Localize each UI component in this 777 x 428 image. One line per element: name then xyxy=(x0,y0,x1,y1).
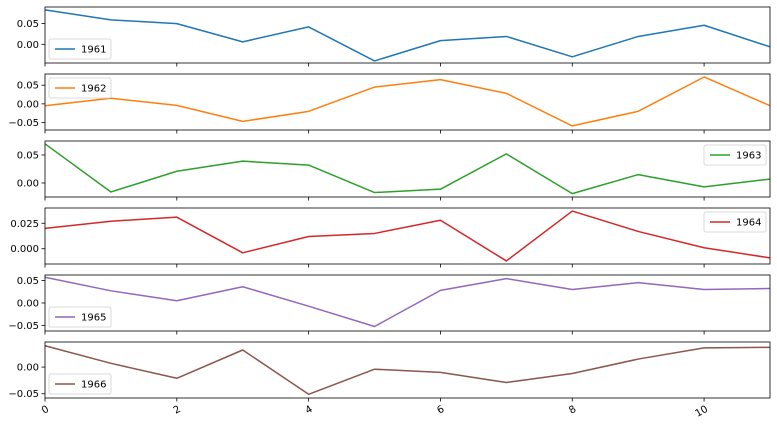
y-tick-label: 0.00 xyxy=(17,299,39,310)
y-tick-label: 0.05 xyxy=(17,81,39,92)
series-line-1961 xyxy=(44,9,771,62)
legend-1963: 1963 xyxy=(703,144,767,166)
y-tick-label: 0.00 xyxy=(17,363,39,374)
y-tick-label: 0.00 xyxy=(17,179,39,190)
y-tick-label: 0.00 xyxy=(17,99,39,110)
x-tick-label: 6 xyxy=(435,404,446,417)
axes-frame xyxy=(44,341,771,399)
y-tick-label: −0.05 xyxy=(8,321,39,332)
subplot-1961: 0.00 0.05 1961 xyxy=(17,6,771,67)
axes-frame xyxy=(44,207,771,265)
axes-frame xyxy=(44,73,771,131)
legend-box xyxy=(703,211,767,233)
legend-1962: 1962 xyxy=(48,77,112,99)
legend-1965: 1965 xyxy=(48,306,112,328)
series-line-1964 xyxy=(44,210,771,262)
subplot-1966: −0.05 0.00 0 2 4 6 8 10 1966 xyxy=(8,341,771,420)
y-tick-label: −0.05 xyxy=(8,118,39,129)
series-line-1966 xyxy=(44,345,771,396)
y-tick-label: 0.05 xyxy=(17,276,39,287)
subplot-1963: 0.00 0.05 1963 xyxy=(17,140,771,201)
axes-frame xyxy=(44,274,771,332)
y-tick-label: −0.05 xyxy=(8,389,39,400)
series-line-1963 xyxy=(44,143,771,195)
x-tick-label: 8 xyxy=(567,404,578,417)
legend-1966: 1966 xyxy=(48,373,112,395)
y-tick-label: 0.025 xyxy=(10,219,39,230)
legend-1961: 1961 xyxy=(48,38,112,60)
subplot-1964: 0.000 0.025 1964 xyxy=(10,207,771,268)
legend-label: 1961 xyxy=(81,45,106,56)
legend-box xyxy=(48,77,112,99)
legend-label: 1963 xyxy=(736,151,761,162)
legend-label: 1966 xyxy=(81,380,106,391)
legend-box xyxy=(48,38,112,60)
legend-label: 1965 xyxy=(81,313,106,324)
y-tick-label: 0.000 xyxy=(10,244,39,255)
legend-box xyxy=(703,144,767,166)
y-tick-label: 0.00 xyxy=(17,40,39,51)
series-line-1962 xyxy=(44,76,771,127)
legend-box xyxy=(48,306,112,328)
y-tick-label: 0.05 xyxy=(17,151,39,162)
x-tick-label: 4 xyxy=(304,404,315,417)
axes-frame xyxy=(44,140,771,198)
legend-1964: 1964 xyxy=(703,211,767,233)
x-tick-label: 10 xyxy=(694,404,711,420)
axes-frame xyxy=(44,6,771,64)
legend-label: 1962 xyxy=(81,84,106,95)
subplot-1962: −0.05 0.00 0.05 1962 xyxy=(8,73,771,134)
subplot-1965: −0.05 0.00 0.05 1965 xyxy=(8,274,771,335)
legend-label: 1964 xyxy=(736,218,761,229)
x-tick-label: 0 xyxy=(40,404,51,417)
legend-box xyxy=(48,373,112,395)
y-tick-label: 0.05 xyxy=(17,19,39,30)
x-tick-label: 2 xyxy=(172,404,183,417)
series-line-1965 xyxy=(44,276,771,328)
